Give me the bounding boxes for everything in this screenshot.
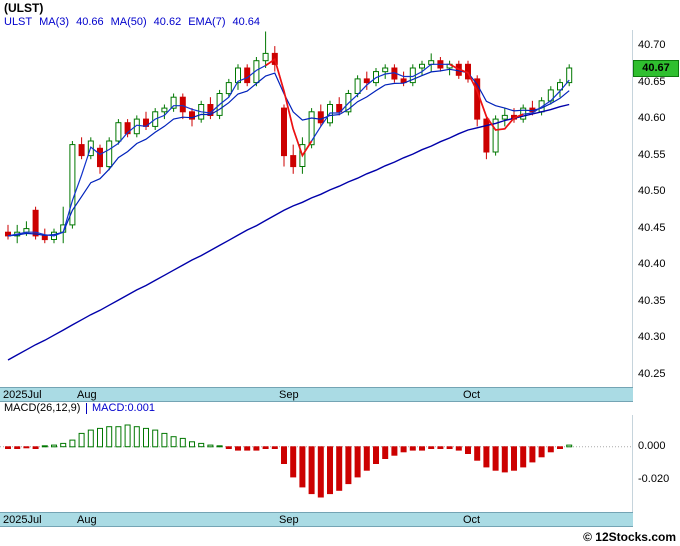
legend-item: 40.66 [76,16,104,28]
price-time-axis: 2025Jul Aug Sep Oct [0,387,633,402]
price-tick-label: 40.65 [638,76,666,88]
price-chart-canvas [5,31,573,361]
macd-y-axis: 0.000 -0.020 [632,415,680,512]
macd-label-divider [86,403,87,414]
price-tick-label: 40.50 [638,185,666,197]
price-tick-label: 40.25 [638,368,666,380]
price-tick-label: 40.55 [638,149,666,161]
price-tick-label: 40.45 [638,222,666,234]
macd-value-label: MACD:0.001 [92,402,155,414]
legend-item: 40.62 [153,16,182,28]
month-label: Oct [463,514,481,526]
month-label: Sep [279,389,299,401]
indicator-legend: ULST MA(3) 40.66 MA(50) 40.62 EMA(7) 40.64 [4,16,260,28]
price-tick-label: 40.70 [638,39,666,51]
month-label: Oct [463,389,481,401]
month-label: Sep [279,514,299,526]
macd-tick-label: 0.000 [638,440,666,452]
macd-tick-label: -0.020 [638,473,670,485]
legend-item: 40.64 [232,16,261,28]
last-price-badge: 40.67 [633,60,679,77]
macd-params-label: MACD(26,12,9) [4,402,81,414]
price-tick-label: 40.40 [638,258,666,270]
price-tick-label: 40.35 [638,295,666,307]
symbol-title: (ULST) [4,1,44,15]
month-label: Aug [77,389,97,401]
legend-item: ULST [4,16,33,28]
month-label: 2025Jul [3,514,42,526]
credit-link[interactable]: © 12Stocks.com [583,530,676,544]
month-label: Aug [77,514,97,526]
legend-item: EMA(7) [188,16,226,28]
legend-item: MA(3) [39,16,70,28]
price-tick-label: 40.60 [638,112,666,124]
price-tick-label: 40.30 [638,331,666,343]
macd-chart-canvas [0,424,632,498]
macd-time-axis: 2025Jul Aug Sep Oct [0,512,633,527]
price-y-axis: 40.70 40.65 40.60 40.55 40.50 40.45 40.40 40.35… [632,30,680,387]
legend-item: MA(50) [110,16,147,28]
month-label: 2025Jul [3,389,42,401]
